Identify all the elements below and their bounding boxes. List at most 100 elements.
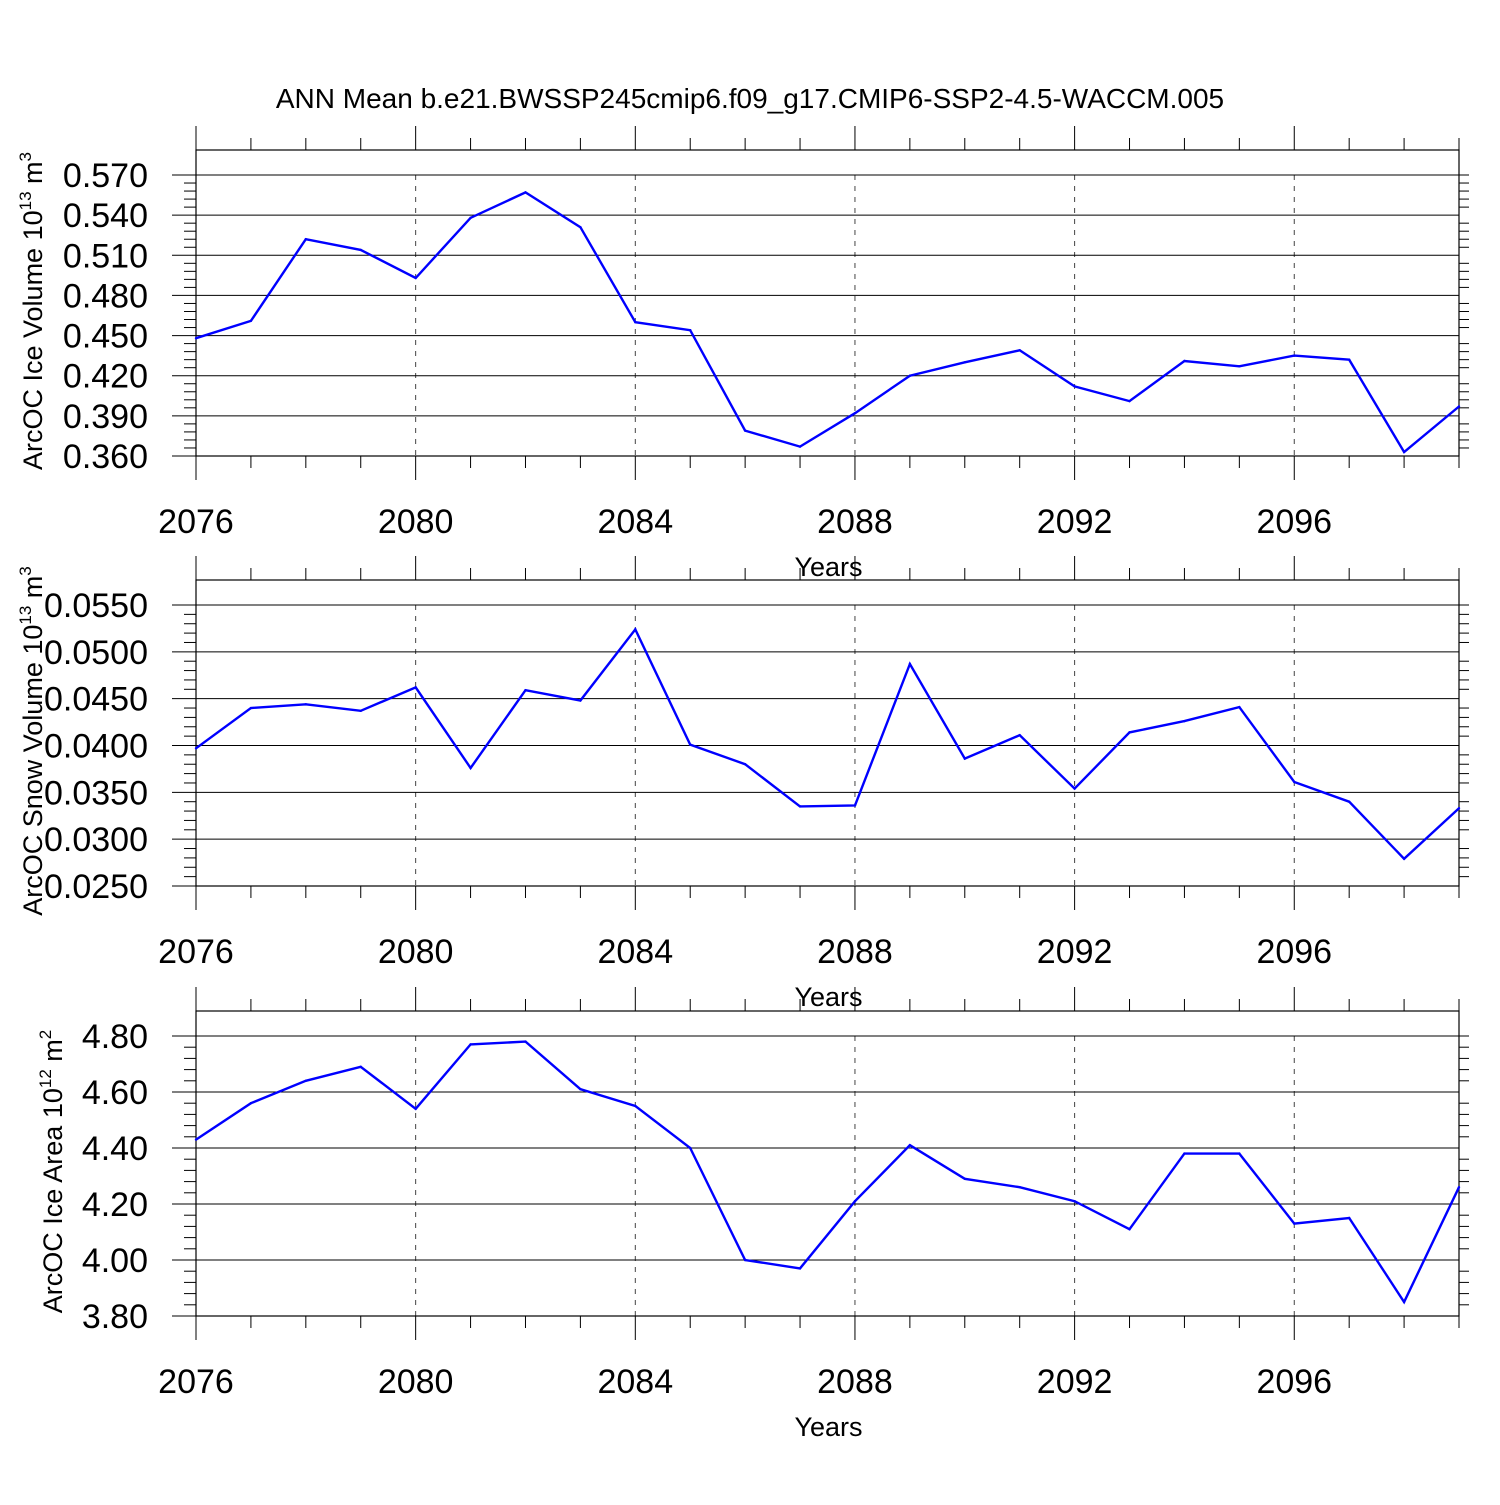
y-tick-label: 0.0450: [44, 681, 148, 719]
plot-frame: [195, 579, 1460, 887]
data-point: [743, 429, 747, 432]
data-point: [1347, 800, 1351, 803]
data-point: [798, 805, 802, 808]
y-tick-label: 4.80: [82, 1018, 148, 1056]
data-point: [1183, 1152, 1186, 1155]
data-point: [359, 709, 362, 713]
data-point: [249, 706, 253, 710]
y-tick-label: 4.20: [82, 1186, 148, 1224]
data-point: [469, 1043, 472, 1046]
y-tick-label: 0.0300: [44, 821, 148, 859]
data-point: [1402, 1300, 1406, 1304]
data-point: [634, 1104, 637, 1108]
x-tick-label: 2084: [597, 503, 673, 541]
data-point: [524, 191, 527, 194]
series-line: [195, 627, 1460, 861]
data-point: [963, 757, 966, 760]
y-label-sup: 13: [16, 606, 35, 625]
y-tick-label: 0.540: [63, 197, 148, 235]
data-point: [1073, 787, 1076, 790]
y-tick-label: 4.40: [82, 1130, 148, 1168]
y-tick-label: 3.80: [82, 1298, 148, 1336]
data-point: [359, 248, 362, 252]
data-point: [798, 1267, 802, 1270]
panel-1: 2076 2080 2084 2088 2092 20960.3600.3900.4200…: [16, 126, 1469, 582]
panel-2: 2076 2080 2084 2088 2092 2096 0.0250 0.0300 0.03…: [16, 556, 1469, 1012]
data-point: [1128, 399, 1131, 403]
y-label-sup: 13: [16, 191, 35, 210]
data-point: [1347, 358, 1351, 361]
x-tick-label: 2088: [817, 503, 893, 541]
data-point: [634, 320, 637, 324]
data-point: [743, 763, 747, 766]
data-point: [1238, 705, 1241, 709]
data-point: [1402, 450, 1406, 454]
y-label-unit: m: [18, 161, 48, 191]
series-line: [195, 1040, 1461, 1305]
data-point: [524, 1040, 527, 1043]
data-point: [689, 1146, 692, 1150]
data-point: [359, 1065, 362, 1069]
data-point: [414, 1107, 417, 1111]
data-point: [579, 1088, 582, 1091]
data-point: [414, 276, 417, 280]
data-point: [1402, 857, 1406, 861]
data-point: [1128, 1228, 1131, 1231]
x-tick-label: 2080: [378, 933, 454, 971]
chart-title: ANN Mean b.e21.BWSSP245cmip6.f09_g17.CMI…: [276, 83, 1224, 114]
data-point: [304, 1079, 308, 1083]
x-tick-label: 2092: [1037, 1363, 1113, 1401]
data-point: [1293, 780, 1296, 784]
data-point: [1018, 733, 1021, 737]
data-point: [194, 337, 198, 340]
y-tick-label: 0.570: [63, 157, 148, 195]
data-point: [1457, 405, 1461, 408]
x-tick-label: 2080: [378, 503, 454, 541]
y-axis-label: ArcOC Ice Area 1012 m2: [36, 1030, 68, 1314]
x-tick-label: 2092: [1037, 933, 1113, 971]
data-point: [1238, 365, 1241, 368]
data-point: [1183, 359, 1186, 363]
y-tick-label: 0.390: [63, 398, 148, 436]
y-tick-label: 0.0500: [44, 634, 148, 672]
data-point: [689, 329, 692, 332]
y-tick-label: 4.60: [82, 1074, 148, 1112]
data-point: [1238, 1152, 1241, 1155]
x-tick-label: 2096: [1256, 1363, 1332, 1401]
y-label-unit-sup: 3: [16, 152, 35, 161]
x-tick-label: 2076: [158, 933, 234, 971]
y-tick-label: 0.0250: [44, 868, 148, 906]
data-point: [1183, 719, 1186, 723]
y-label-text: ArcOC Ice Area 10: [38, 1088, 68, 1313]
plot-frame: [195, 149, 1460, 457]
data-point: [579, 699, 582, 702]
y-tick-label: 0.360: [63, 438, 148, 476]
x-tick-label: 2096: [1256, 933, 1332, 971]
y-tick-label: 0.420: [63, 358, 148, 396]
data-point: [1018, 349, 1021, 352]
data-point: [194, 1138, 198, 1141]
x-axis-label: Years: [794, 982, 862, 1012]
data-point: [414, 686, 417, 689]
data-point: [1128, 731, 1131, 734]
panel-3: 2076 2080 2084 2088 2092 2096 3.80 4.00 4.20 4.40…: [36, 987, 1469, 1442]
data-point: [853, 804, 857, 807]
data-point: [853, 411, 857, 415]
y-label-unit: m: [38, 1039, 68, 1069]
x-tick-label: 2084: [597, 1363, 673, 1401]
data-point: [249, 1102, 253, 1105]
y-tick-label: 0.0400: [44, 728, 148, 766]
y-tick-label: 4.00: [82, 1242, 148, 1280]
data-point: [304, 703, 308, 706]
data-point: [1293, 354, 1296, 357]
data-point: [249, 319, 253, 323]
y-tick-label: 0.510: [63, 237, 148, 275]
data-point: [1073, 385, 1076, 388]
data-point: [1457, 807, 1461, 810]
data-point: [524, 689, 527, 692]
data-point: [1073, 1200, 1076, 1203]
x-tick-label: 2088: [817, 933, 893, 971]
x-tick-label: 2088: [817, 1363, 893, 1401]
